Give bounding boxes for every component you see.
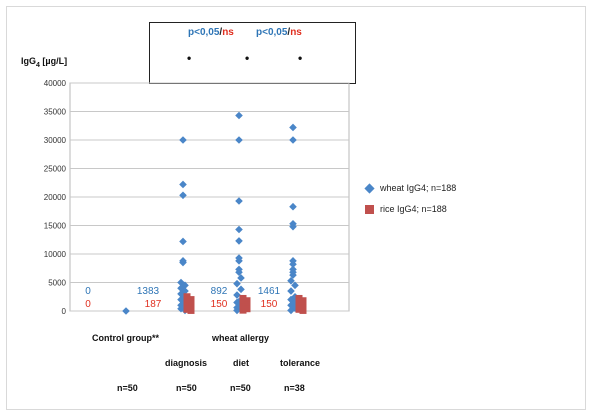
- legend: wheat IgG4; n=188 rice IgG4; n=188: [364, 181, 457, 223]
- y-tick-label: 10000: [44, 250, 67, 259]
- diamond-marker-icon: [364, 182, 375, 194]
- y-tick-label: 15000: [44, 222, 67, 231]
- rice-data-point: [183, 293, 191, 301]
- wheat-data-point: [287, 276, 295, 285]
- y-axis-label: IgG4 [µg/L]: [21, 56, 68, 69]
- n-label-control: n=50: [117, 383, 138, 393]
- legend-entry-rice: rice IgG4; n=188: [365, 202, 456, 216]
- significance-label-diagnosis: p<0,05/ns: [188, 27, 234, 38]
- y-tick-label: 25000: [44, 165, 67, 174]
- wheat-data-point: [179, 191, 187, 200]
- wheat-data-point: [289, 202, 297, 211]
- significance-marker: •: [187, 51, 192, 65]
- group-label-control: Control group**: [92, 333, 159, 343]
- rice-data-point: [187, 306, 195, 314]
- significance-marker: •: [298, 51, 303, 65]
- wheat-data-point: [235, 225, 243, 234]
- wheat-data-point: [233, 279, 241, 288]
- group-label-diet: diet: [233, 358, 250, 368]
- wheat-data-point: [287, 301, 295, 310]
- wheat-data-point: [179, 237, 187, 246]
- wheat-data-point: [179, 258, 187, 267]
- rice-median-label: 0: [85, 299, 91, 310]
- legend-label: rice IgG4; n=188: [380, 204, 447, 214]
- wheat-median-label: 892: [211, 286, 228, 297]
- legend-label: wheat IgG4; n=188: [380, 183, 457, 193]
- page-frame: [6, 6, 586, 410]
- rice-data-point: [295, 305, 303, 313]
- wheat-data-point: [289, 222, 297, 231]
- y-tick-label: 30000: [44, 136, 67, 145]
- rice-data-point: [243, 297, 251, 305]
- y-tick-label: 40000: [44, 79, 67, 88]
- wheat-data-point: [237, 274, 245, 282]
- rice-median-label: 150: [261, 299, 278, 310]
- rice-data-point: [187, 296, 195, 304]
- y-tick-label: 0: [62, 307, 67, 316]
- square-marker-icon: [365, 204, 374, 214]
- legend-entry-wheat: wheat IgG4; n=188: [364, 181, 457, 195]
- super-label-wheat-allergy: wheat allergy: [212, 333, 270, 343]
- rice-data-point: [295, 294, 303, 302]
- wheat-data-point: [235, 136, 243, 144]
- rice-median-label: 150: [211, 299, 228, 310]
- y-tick-label: 20000: [44, 193, 67, 202]
- wheat-data-point: [122, 307, 130, 315]
- wheat-data-point: [235, 111, 243, 120]
- rice-data-point: [239, 306, 247, 314]
- n-label-diagnosis: n=50: [176, 383, 197, 393]
- n-label-diet: n=50: [230, 383, 251, 393]
- wheat-median-label: 0: [85, 286, 91, 297]
- wheat-data-point: [179, 136, 187, 144]
- wheat-data-point: [237, 285, 245, 294]
- wheat-data-point: [235, 268, 243, 277]
- wheat-data-point: [179, 180, 187, 189]
- wheat-data-point: [289, 271, 297, 279]
- wheat-data-point: [289, 260, 297, 269]
- wheat-data-point: [287, 287, 295, 295]
- rice-data-point: [239, 299, 247, 307]
- rice-data-point: [183, 305, 191, 313]
- wheat-data-point: [287, 306, 295, 315]
- wheat-data-point: [235, 197, 243, 205]
- rice-data-point: [243, 305, 251, 313]
- y-tick-label: 5000: [48, 279, 66, 288]
- rice-data-point: [183, 298, 191, 306]
- wheat-data-point: [233, 291, 241, 299]
- wheat-data-point: [177, 290, 185, 298]
- wheat-data-point: [289, 123, 297, 132]
- y-tick-label: 35000: [44, 108, 67, 117]
- group-label-tolerance: tolerance: [280, 358, 321, 368]
- group-label-diagnosis: diagnosis: [165, 358, 208, 368]
- wheat-data-point: [181, 287, 189, 295]
- rice-data-point: [299, 306, 307, 314]
- wheat-data-point: [233, 306, 241, 315]
- n-label-tolerance: n=38: [284, 383, 305, 393]
- wheat-median-label: 1461: [258, 286, 281, 297]
- wheat-data-point: [235, 257, 243, 265]
- rice-median-label: 187: [145, 299, 162, 310]
- wheat-median-label: 1383: [137, 286, 160, 297]
- wheat-data-point: [291, 281, 299, 290]
- wheat-data-point: [289, 136, 297, 144]
- significance-label-diet: p<0,05/ns: [256, 27, 302, 38]
- rice-data-point: [239, 294, 247, 302]
- significance-marker: •: [245, 51, 250, 65]
- wheat-data-point: [235, 237, 243, 245]
